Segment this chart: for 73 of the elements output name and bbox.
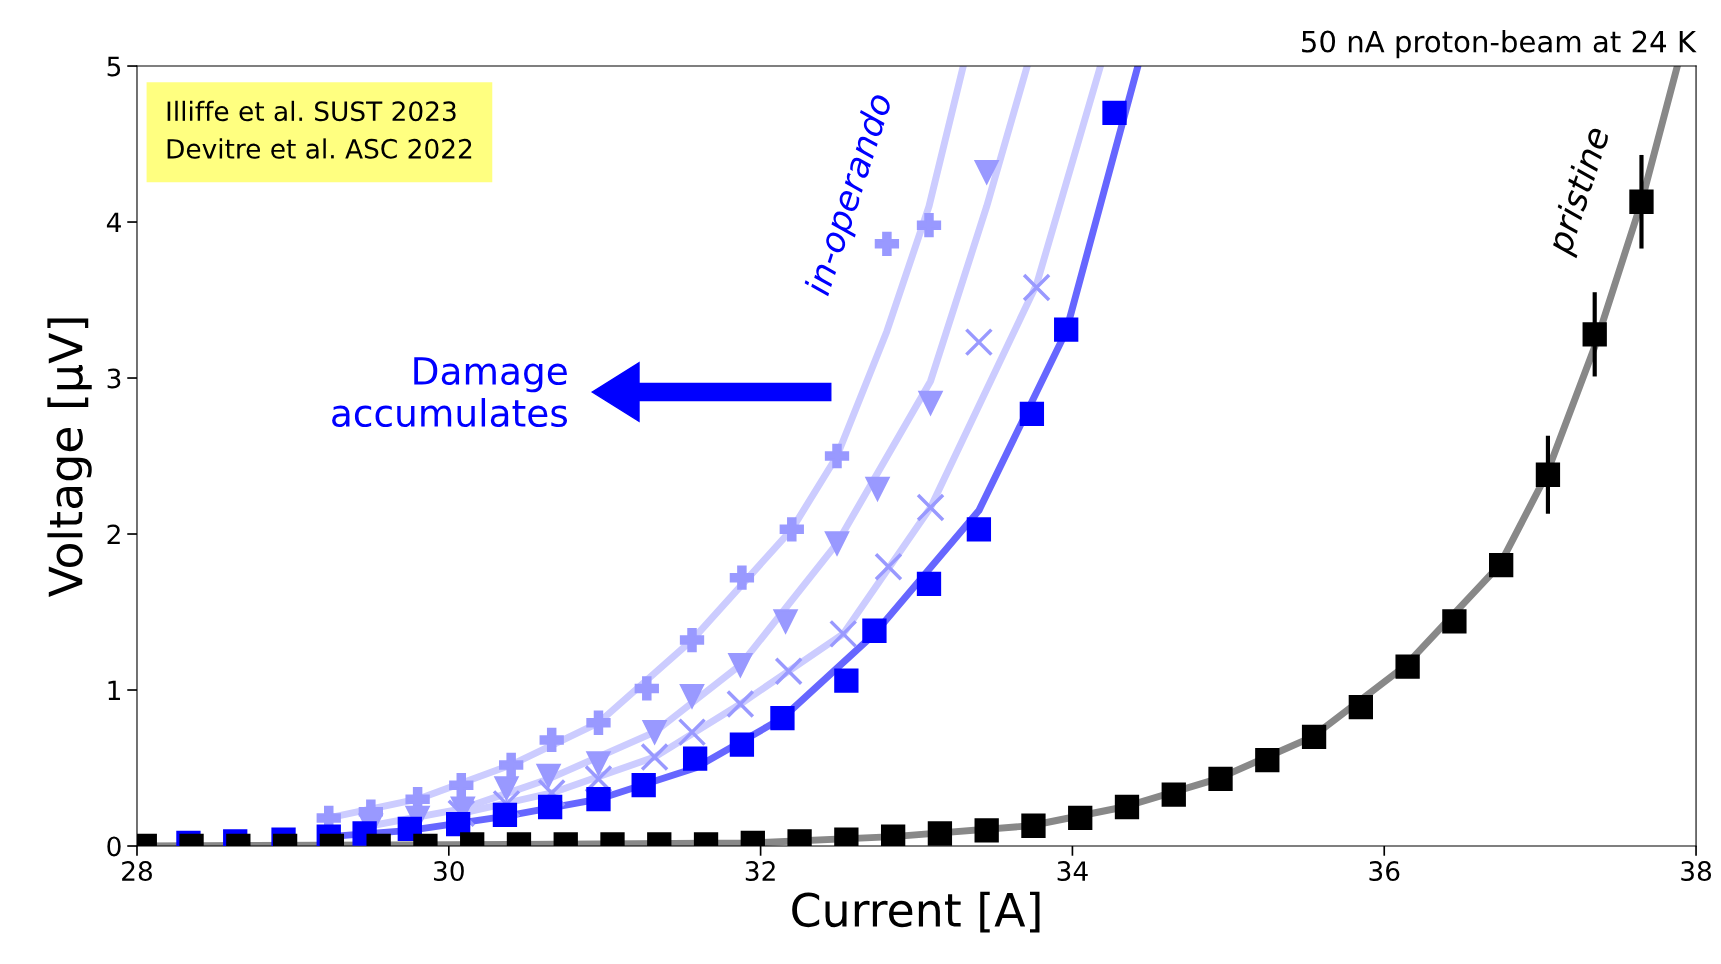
x-tick-label: 38 — [1681, 861, 1712, 882]
point — [770, 705, 795, 731]
point — [586, 751, 611, 776]
point — [1348, 695, 1373, 720]
point — [824, 531, 850, 556]
point — [494, 776, 519, 801]
point — [586, 787, 611, 812]
point — [537, 794, 563, 820]
point — [449, 773, 474, 798]
point — [1442, 609, 1467, 634]
x-tick-label: 28 — [122, 861, 152, 882]
annotation: Illiffe et al. SUST 2023 Devitre et al. ASC 2022 — [167, 100, 472, 159]
annotation: Damage accumulates — [332, 357, 568, 428]
y-axis-title: Voltage [μV] — [47, 318, 92, 598]
point — [964, 327, 994, 357]
point — [634, 676, 659, 701]
point — [728, 652, 753, 678]
point — [779, 517, 804, 542]
point — [499, 752, 524, 778]
point — [1054, 317, 1079, 342]
point — [682, 746, 708, 771]
point — [1489, 553, 1514, 578]
point — [824, 443, 850, 469]
point — [918, 390, 943, 416]
point — [729, 565, 755, 590]
x-axis-title: Current [A] — [792, 891, 1040, 933]
point — [880, 824, 906, 847]
point — [1208, 766, 1233, 792]
y-tick-label: 1 — [108, 680, 120, 701]
x-tick-label: 36 — [1369, 861, 1400, 882]
point — [586, 710, 611, 735]
point — [729, 732, 755, 757]
point — [1019, 401, 1045, 427]
y-tick-label: 0 — [107, 836, 121, 857]
point — [1301, 724, 1327, 749]
point — [916, 213, 942, 238]
point — [677, 717, 707, 747]
point — [642, 719, 667, 745]
y-tick-label: 3 — [107, 368, 121, 389]
point — [1255, 748, 1280, 773]
point — [492, 802, 518, 827]
point — [1114, 794, 1140, 820]
annotation: pristine — [1544, 124, 1617, 259]
y-tick-label: 4 — [106, 212, 121, 233]
point — [1021, 813, 1046, 838]
point — [1395, 654, 1420, 679]
chart-title: 50 nA proton-beam at 24 K — [1302, 29, 1697, 59]
point — [679, 627, 705, 653]
point — [1022, 273, 1051, 302]
point — [539, 727, 564, 753]
point — [631, 773, 656, 798]
x-tick-label: 32 — [745, 861, 775, 882]
point — [916, 571, 942, 597]
x-tick-label: 30 — [434, 861, 464, 882]
point — [834, 668, 859, 693]
point — [679, 684, 705, 709]
point — [446, 812, 471, 837]
point — [974, 159, 999, 185]
point — [1161, 782, 1186, 807]
point — [874, 552, 903, 582]
x-tick-label: 34 — [1057, 861, 1088, 882]
point — [974, 818, 999, 843]
point — [862, 618, 887, 643]
point — [966, 517, 992, 542]
point — [1102, 100, 1127, 125]
point — [927, 821, 953, 846]
y-tick-label: 5 — [107, 56, 121, 77]
point — [865, 476, 890, 501]
point — [773, 609, 798, 634]
point — [774, 657, 803, 686]
point — [1068, 805, 1093, 831]
y-tick-label: 2 — [107, 524, 120, 545]
point — [536, 763, 561, 788]
